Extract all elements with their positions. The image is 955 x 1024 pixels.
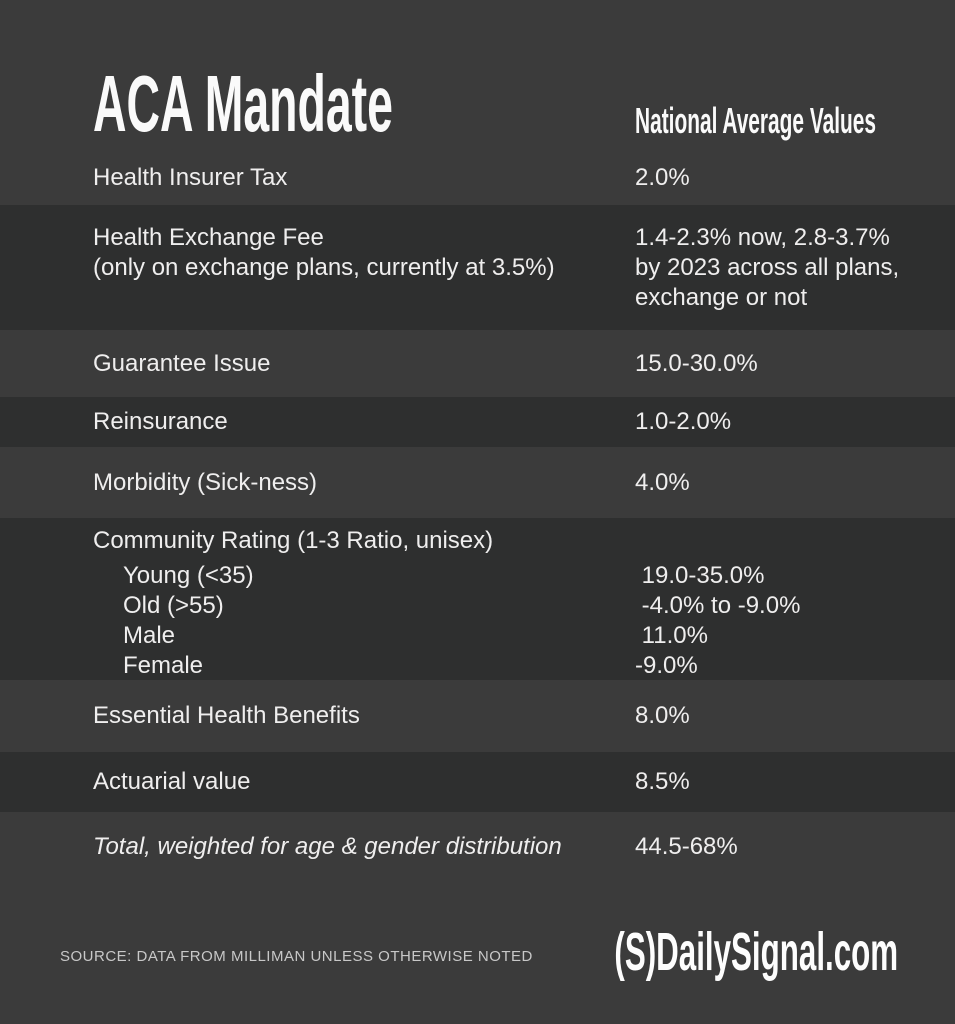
community-rating-item-female: Female -9.0% <box>93 651 955 681</box>
row-label: Health Exchange Fee <box>93 224 324 251</box>
row-label-block: Health Exchange Fee (only on exchange pl… <box>93 223 635 283</box>
row-label: Guarantee Issue <box>93 349 271 377</box>
row-label-total: Total, weighted for age & gender distrib… <box>93 833 562 860</box>
row-sub-value: 19.0-35.0% <box>635 562 765 589</box>
table-row-reinsurance: Reinsurance 1.0-2.0% <box>0 397 955 447</box>
row-value: 15.0-30.0% <box>635 349 758 377</box>
table-row-actuarial-value: Actuarial value 8.5% <box>0 752 955 812</box>
row-value: 8.5% <box>635 768 690 795</box>
row-value: 1.0-2.0% <box>635 408 732 435</box>
row-label-note: (only on exchange plans, currently at 3.… <box>93 254 555 281</box>
row-value: 2.0% <box>635 163 690 191</box>
table-row-health-insurer-tax: Health Insurer Tax 2.0% <box>0 150 955 205</box>
page-title: ACA Mandate <box>93 59 393 148</box>
row-sub-label: Old (>55) <box>123 592 224 619</box>
table-row-community-rating: Community Rating (1-3 Ratio, unisex) You… <box>0 518 955 680</box>
row-label: Morbidity (Sick-ness) <box>93 468 318 496</box>
row-label: Health Insurer Tax <box>93 163 288 191</box>
row-value-line: by 2023 across all plans, <box>635 254 900 281</box>
row-value: 44.5-68% <box>635 833 738 860</box>
mandate-table: Health Insurer Tax 2.0% Health Exchange … <box>0 150 955 882</box>
table-row-guarantee-issue: Guarantee Issue 15.0-30.0% <box>0 330 955 397</box>
row-sub-value: -4.0% to -9.0% <box>635 592 801 619</box>
row-sub-label: Female <box>123 652 204 679</box>
row-label: Essential Health Benefits <box>93 702 360 729</box>
row-value: 8.0% <box>635 702 690 729</box>
row-sub-label: Young (<35) <box>123 562 254 589</box>
community-rating-item-old: Old (>55) -4.0% to -9.0% <box>93 591 955 621</box>
community-rating-item-young: Young (<35) 19.0-35.0% <box>93 561 955 591</box>
row-value-line: exchange or not <box>635 284 808 311</box>
row-value: 4.0% <box>635 468 690 496</box>
table-row-health-exchange-fee: Health Exchange Fee (only on exchange pl… <box>0 205 955 330</box>
row-sub-label: Male <box>123 622 176 649</box>
row-label: Reinsurance <box>93 408 228 435</box>
source-note: SOURCE: DATA FROM MILLIMAN UNLESS OTHERW… <box>60 948 533 965</box>
row-label: Actuarial value <box>93 768 251 795</box>
table-row-essential-health-benefits: Essential Health Benefits 8.0% <box>0 680 955 752</box>
community-rating-header: Community Rating (1-3 Ratio, unisex) <box>93 526 955 556</box>
table-row-total: Total, weighted for age & gender distrib… <box>0 812 955 882</box>
daily-signal-logo: (S)DailySignal.com <box>614 922 898 982</box>
row-value-line: 1.4-2.3% now, 2.8-3.7% <box>635 224 890 251</box>
row-sub-value: 11.0% <box>635 622 708 649</box>
table-row-morbidity: Morbidity (Sick-ness) 4.0% <box>0 447 955 518</box>
row-value-block: 1.4-2.3% now, 2.8-3.7% by 2023 across al… <box>635 223 955 313</box>
row-label: Community Rating (1-3 Ratio, unisex) <box>93 527 494 554</box>
row-sub-value: -9.0% <box>635 652 698 679</box>
column-header-national-average-values: National Average Values <box>635 100 876 141</box>
community-rating-item-male: Male 11.0% <box>93 621 955 651</box>
